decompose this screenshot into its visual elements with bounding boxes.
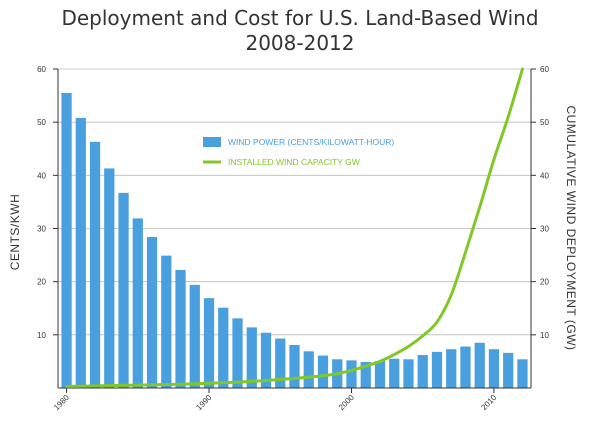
chart-title-line-2: 2008-2012 [245,31,354,55]
bar [417,355,428,388]
left-axis-title: CENTS/KWH [8,194,22,271]
left-tick-label: 40 [37,171,46,180]
bar [246,327,257,388]
left-tick-label: 20 [37,278,46,287]
legend: WIND POWER (CENTS/KILOWATT-HOUR) INSTALL… [203,137,394,167]
bar [403,359,414,388]
bar [374,360,386,388]
left-y-ticks: 10 20 30 40 50 60 [37,65,58,340]
line-series [65,67,524,388]
legend-bar-swatch [203,137,221,147]
legend-line-label: INSTALLED WIND CAPACITY GW [228,157,360,167]
right-tick-label: 60 [540,65,549,74]
bar [189,284,200,388]
right-tick-label: 40 [540,171,549,180]
capacity-line [65,67,524,388]
bar [232,318,243,388]
bar [503,352,514,388]
bar [89,141,101,388]
right-tick-label: 20 [540,278,549,287]
left-tick-label: 50 [37,118,46,127]
bar [132,218,143,388]
bar [488,349,500,388]
x-tick-label: 2000 [337,393,356,412]
bar [317,355,329,388]
bar [517,359,528,388]
chart-title-line-1: Deployment and Cost for U.S. Land-Based … [61,6,538,30]
x-tick-label: 2010 [479,393,498,412]
left-tick-label: 10 [37,331,46,340]
x-ticks: 1980 1990 2000 2010 [52,388,499,412]
bar [104,168,115,388]
right-axis-title: CUMULATIVE WIND DEPLOYMENT (GW) [564,105,578,350]
x-tick-label: 1990 [194,393,213,412]
bar [474,342,485,388]
legend-bar-label: WIND POWER (CENTS/KILOWATT-HOUR) [228,137,394,147]
bar [360,361,371,388]
x-tick-label: 1980 [52,393,71,412]
bar [75,117,86,388]
bar [118,192,129,388]
bar [146,237,158,388]
right-tick-label: 10 [540,331,549,340]
bar [460,346,471,388]
bar [303,351,314,388]
bar [275,338,286,388]
bar [161,255,172,388]
right-y-ticks: 10 20 30 40 50 60 [531,65,549,340]
right-tick-label: 50 [540,118,549,127]
bar [446,349,457,388]
left-tick-label: 30 [37,225,46,234]
bar [260,332,272,388]
right-tick-label: 30 [540,225,549,234]
bar [389,358,400,388]
bar [346,360,357,388]
bar [61,92,72,389]
gridlines [58,68,531,336]
bar [431,351,443,388]
bar [203,298,215,388]
left-tick-label: 60 [37,65,46,74]
bar [218,307,229,388]
bar [289,344,300,388]
bar [175,269,186,388]
